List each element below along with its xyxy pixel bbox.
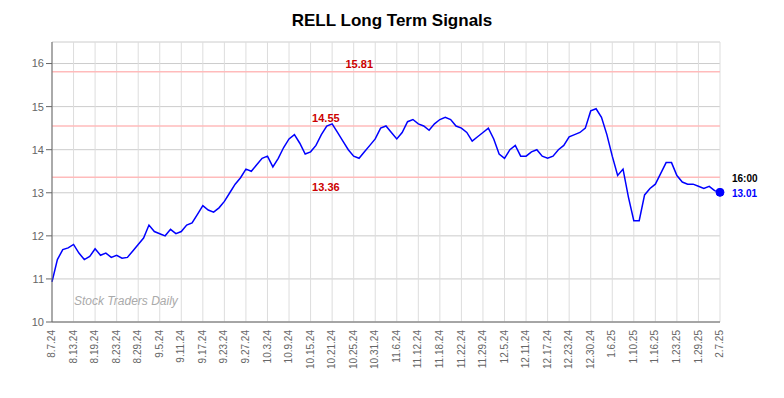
svg-text:1.23.25: 1.23.25: [671, 330, 682, 364]
svg-text:16:00: 16:00: [732, 173, 758, 184]
svg-text:1.16.25: 1.16.25: [649, 330, 660, 364]
svg-text:9.27.24: 9.27.24: [240, 330, 251, 364]
svg-text:9.23.24: 9.23.24: [218, 330, 229, 364]
svg-text:10.31.24: 10.31.24: [369, 330, 380, 369]
svg-text:13: 13: [32, 187, 44, 199]
svg-text:8.29.24: 8.29.24: [132, 330, 143, 364]
svg-text:8.19.24: 8.19.24: [89, 330, 100, 364]
svg-text:1.6.25: 1.6.25: [606, 330, 617, 358]
svg-text:10.9.24: 10.9.24: [283, 330, 294, 364]
svg-text:11.18.24: 11.18.24: [434, 330, 445, 369]
svg-text:12.11.24: 12.11.24: [520, 330, 531, 369]
svg-text:2.7.25: 2.7.25: [714, 330, 725, 358]
svg-text:11.6.24: 11.6.24: [391, 330, 402, 363]
svg-text:10.15.24: 10.15.24: [305, 330, 316, 369]
svg-text:10.3.24: 10.3.24: [262, 330, 273, 364]
svg-text:11.12.24: 11.12.24: [412, 330, 423, 369]
svg-text:13.36: 13.36: [312, 181, 340, 193]
html-text:RELL Long Term Signals: RELL Long Term Signals: [291, 11, 493, 30]
svg-text:9.5.24: 9.5.24: [154, 330, 165, 358]
svg-text:11.29.24: 11.29.24: [477, 330, 488, 369]
svg-text:1.29.25: 1.29.25: [693, 330, 704, 364]
svg-text:14: 14: [32, 144, 44, 156]
svg-text:11: 11: [33, 273, 44, 285]
svg-text:8.23.24: 8.23.24: [111, 330, 122, 364]
svg-text:12.17.24: 12.17.24: [542, 330, 553, 369]
svg-text:16: 16: [32, 57, 44, 69]
svg-text:10.25.24: 10.25.24: [348, 330, 359, 369]
svg-text:15.81: 15.81: [346, 58, 374, 70]
svg-text:9.11.24: 9.11.24: [175, 330, 186, 363]
svg-text:12: 12: [32, 230, 44, 242]
svg-text:15: 15: [32, 101, 44, 113]
svg-text:8.13.24: 8.13.24: [68, 330, 79, 364]
svg-text:10: 10: [32, 316, 44, 328]
svg-text:14.55: 14.55: [312, 112, 340, 124]
svg-text:1.10.25: 1.10.25: [628, 330, 639, 364]
svg-text:9.17.24: 9.17.24: [197, 330, 208, 364]
svg-text:13.01: 13.01: [732, 188, 757, 199]
svg-text:12.30.24: 12.30.24: [585, 330, 596, 369]
svg-text:8.7.24: 8.7.24: [46, 330, 57, 358]
svg-text:11.22.24: 11.22.24: [456, 330, 467, 369]
svg-text:10.21.24: 10.21.24: [326, 330, 337, 369]
html-text:Stock Traders Daily: Stock Traders Daily: [74, 294, 178, 308]
svg-text:12.5.24: 12.5.24: [499, 330, 510, 364]
svg-text:12.23.24: 12.23.24: [563, 330, 574, 369]
